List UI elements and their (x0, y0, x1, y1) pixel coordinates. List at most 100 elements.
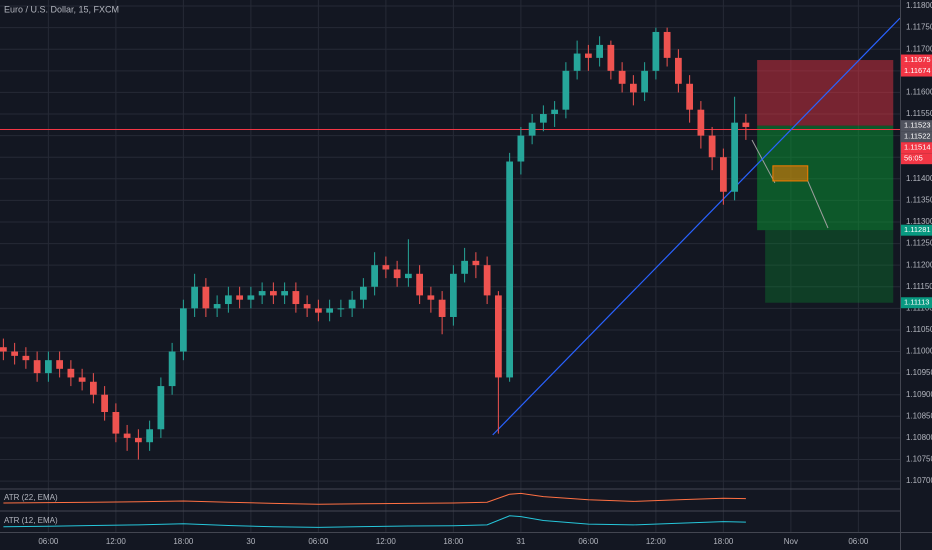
price-label-bg (901, 224, 932, 236)
y-tick-label: 1.10900 (906, 390, 932, 399)
candle-body (405, 273, 412, 279)
indicator-label: ATR (12, EMA) (4, 516, 58, 525)
candle-body (247, 295, 255, 300)
candle-body (573, 53, 581, 71)
price-label: 1.11514 (904, 143, 931, 152)
candle-body (596, 44, 603, 58)
arrow (807, 180, 829, 229)
indicator-label: ATR (22, EMA) (4, 493, 58, 502)
candle-body (483, 265, 491, 296)
candle-body (618, 70, 626, 84)
price-label-bg (901, 54, 932, 66)
candle-body (101, 394, 108, 412)
y-tick-label: 1.11350 (906, 195, 932, 204)
candle-body (168, 351, 176, 387)
x-tick-label: 06:00 (308, 537, 329, 546)
candle-body (697, 109, 705, 136)
candle-body (630, 83, 637, 93)
chart-title: Euro / U.S. Dollar, 15, FXCM (4, 4, 119, 14)
candle-body (22, 355, 30, 361)
x-tick-label: 06:00 (38, 537, 59, 546)
candle-body (191, 286, 198, 309)
target2-zone (765, 230, 894, 303)
price-label-bg (901, 297, 932, 309)
candle-body (675, 57, 682, 84)
price-label-bg (901, 120, 932, 132)
candle-body (348, 299, 356, 309)
drawings (0, 17, 901, 436)
y-tick-label: 1.11150 (906, 282, 932, 291)
y-tick-label: 1.11600 (906, 88, 932, 97)
candle-body (562, 70, 570, 110)
marker-box (772, 165, 809, 182)
candle-body (337, 308, 345, 310)
candle-body (236, 295, 243, 300)
candle-body (326, 308, 333, 313)
x-tick-label: 12:00 (106, 537, 127, 546)
candle-body (416, 273, 423, 296)
y-tick-label: 1.10950 (906, 368, 932, 377)
price-label-bg (901, 153, 932, 165)
y-tick-label: 1.11700 (906, 44, 932, 53)
price-label: 1.11675 (904, 55, 931, 64)
price-label: 1.11523 (904, 121, 931, 130)
candle-body (472, 260, 480, 266)
candle-body (720, 157, 727, 192)
x-tick-label: 18:00 (713, 537, 734, 546)
candle-body (123, 433, 131, 438)
y-tick-label: 1.10800 (906, 433, 932, 442)
x-tick-label: 12:00 (376, 537, 397, 546)
x-tick-label: 30 (246, 537, 255, 546)
trend-line (492, 17, 901, 436)
price-label: 56:05 (904, 154, 923, 163)
price-label-bg (901, 131, 932, 143)
candle-body (45, 360, 52, 374)
candle-body (641, 70, 648, 93)
price-label: 1.11281 (904, 225, 931, 234)
candle-body (360, 286, 367, 300)
candle-body (742, 122, 750, 127)
indicator-line (3, 492, 746, 505)
candle-body (303, 304, 311, 309)
candle-body (78, 377, 86, 382)
candle-body (258, 291, 266, 296)
candle-body (517, 135, 525, 162)
price-label-bg (901, 142, 932, 154)
candle-body (90, 381, 97, 395)
y-tick-label: 1.10850 (906, 411, 932, 420)
candle-body (135, 437, 142, 443)
candle-body (450, 273, 457, 317)
candle-body (652, 31, 660, 71)
x-tick-label: 06:00 (578, 537, 599, 546)
candle-body (67, 368, 75, 378)
candle-body (585, 53, 592, 58)
indicators (3, 492, 746, 528)
candle-body (528, 122, 536, 136)
candle-body (461, 260, 468, 274)
y-tick-label: 1.10750 (906, 455, 932, 464)
y-tick-label: 1.11200 (906, 260, 932, 269)
axes: 1.10700 1.10750 1.10800 1.10850 1.10900 1.109… (38, 1, 932, 546)
y-tick-label: 1.11800 (906, 1, 932, 10)
candle-body (731, 122, 738, 192)
candle-body (270, 291, 277, 296)
candle-body (708, 135, 716, 158)
candle-body (11, 351, 18, 356)
candle-body (382, 265, 390, 270)
x-tick-label: 06:00 (848, 537, 869, 546)
candle-body (281, 291, 288, 296)
candle-body (315, 308, 322, 313)
candle-body (292, 291, 300, 305)
candle-body (33, 360, 41, 374)
y-tick-label: 1.11400 (906, 174, 932, 183)
y-tick-label: 1.11550 (906, 109, 932, 118)
y-tick-label: 1.10700 (906, 476, 932, 485)
price-label: 1.11113 (904, 298, 929, 307)
candle-body (506, 161, 513, 378)
candle-body (0, 347, 7, 352)
candle-body (438, 299, 446, 317)
candle-body (551, 109, 558, 115)
y-tick-label: 1.11050 (906, 325, 932, 334)
candle-body (225, 295, 232, 305)
